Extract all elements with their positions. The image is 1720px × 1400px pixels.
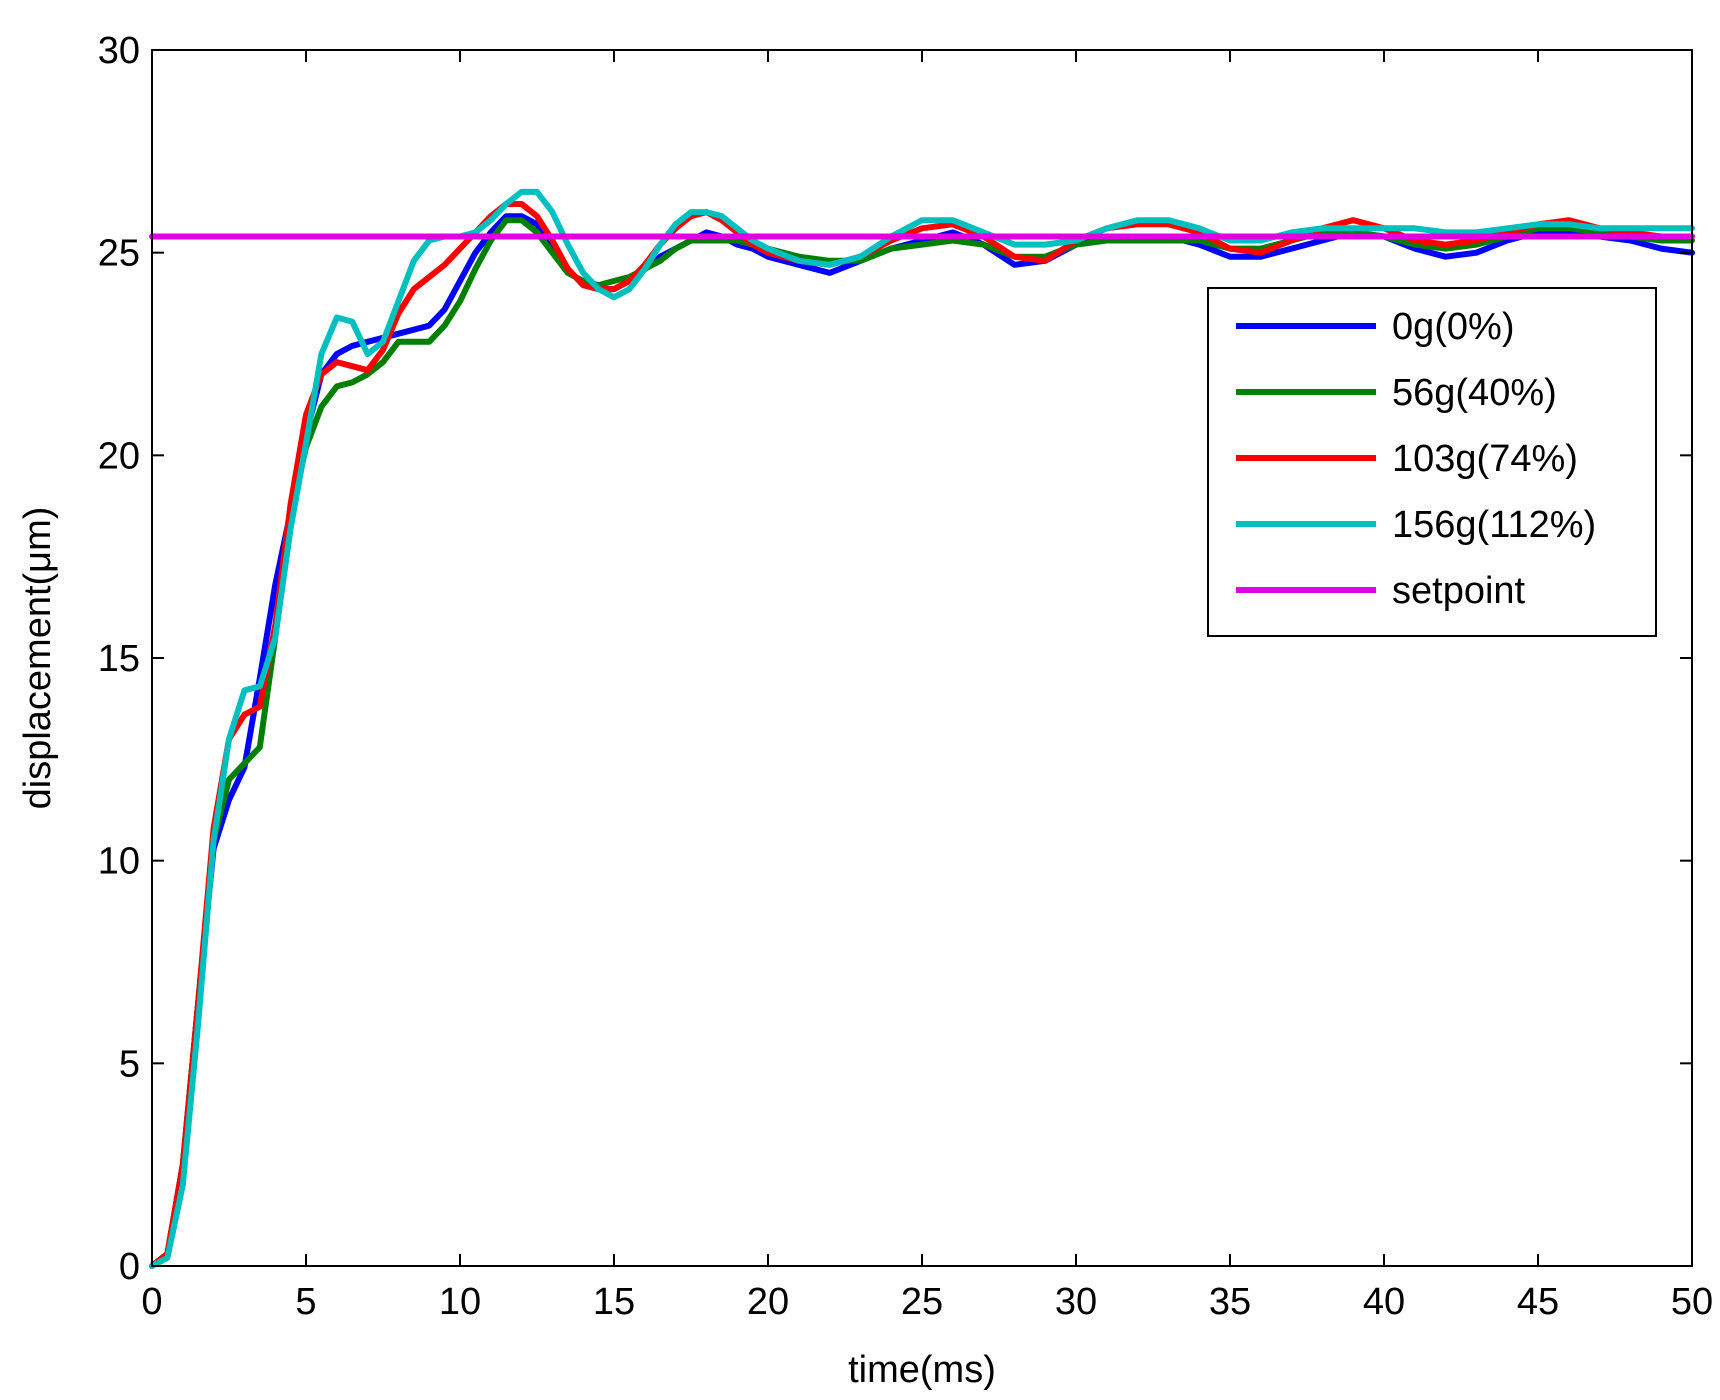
tick-layer: 0 5 10 15 20 25 30 35 40 45 50 0 5 10 15 20 25 30 (98, 30, 1713, 1323)
x-tick-label-7: 35 (1209, 1281, 1251, 1323)
legend: 0g(0%) 56g(40%) 103g(74%) 156g(112%) setpoin… (1207, 287, 1657, 637)
series-line-1 (149, 217, 1695, 1269)
legend-label-1: 56g(40%) (1392, 372, 1557, 414)
x-tick-label-2: 10 (439, 1281, 481, 1323)
x-axis-title: time(ms) (848, 1349, 996, 1391)
y-tick-label-2: 10 (98, 841, 140, 883)
y-tick-label-4: 20 (98, 435, 140, 477)
x-tick-label-1: 5 (295, 1281, 316, 1323)
legend-box (1207, 287, 1657, 637)
x-tick-label-8: 40 (1363, 1281, 1405, 1323)
x-tick-label-9: 45 (1517, 1281, 1559, 1323)
series-line-3 (149, 188, 1695, 1269)
x-tick-label-10: 50 (1671, 1281, 1713, 1323)
x-tick-label-4: 20 (747, 1281, 789, 1323)
legend-label-2: 103g(74%) (1392, 438, 1578, 480)
legend-label-0: 0g(0%) (1392, 306, 1515, 348)
y-axis-title: displacement(μm) (17, 507, 59, 810)
y-tick-label-1: 5 (119, 1043, 140, 1085)
y-tick-label-3: 15 (98, 638, 140, 680)
y-tick-label-6: 30 (98, 30, 140, 72)
y-tick-label-0: 0 (119, 1246, 140, 1288)
x-tick-label-6: 30 (1055, 1281, 1097, 1323)
y-tick-label-5: 25 (98, 233, 140, 275)
x-tick-label-3: 15 (593, 1281, 635, 1323)
legend-label-3: 156g(112%) (1392, 504, 1596, 546)
x-tick-label-5: 25 (901, 1281, 943, 1323)
x-tick-label-0: 0 (141, 1281, 162, 1323)
series-layer (149, 188, 1695, 1269)
legend-label-4: setpoint (1392, 570, 1526, 612)
